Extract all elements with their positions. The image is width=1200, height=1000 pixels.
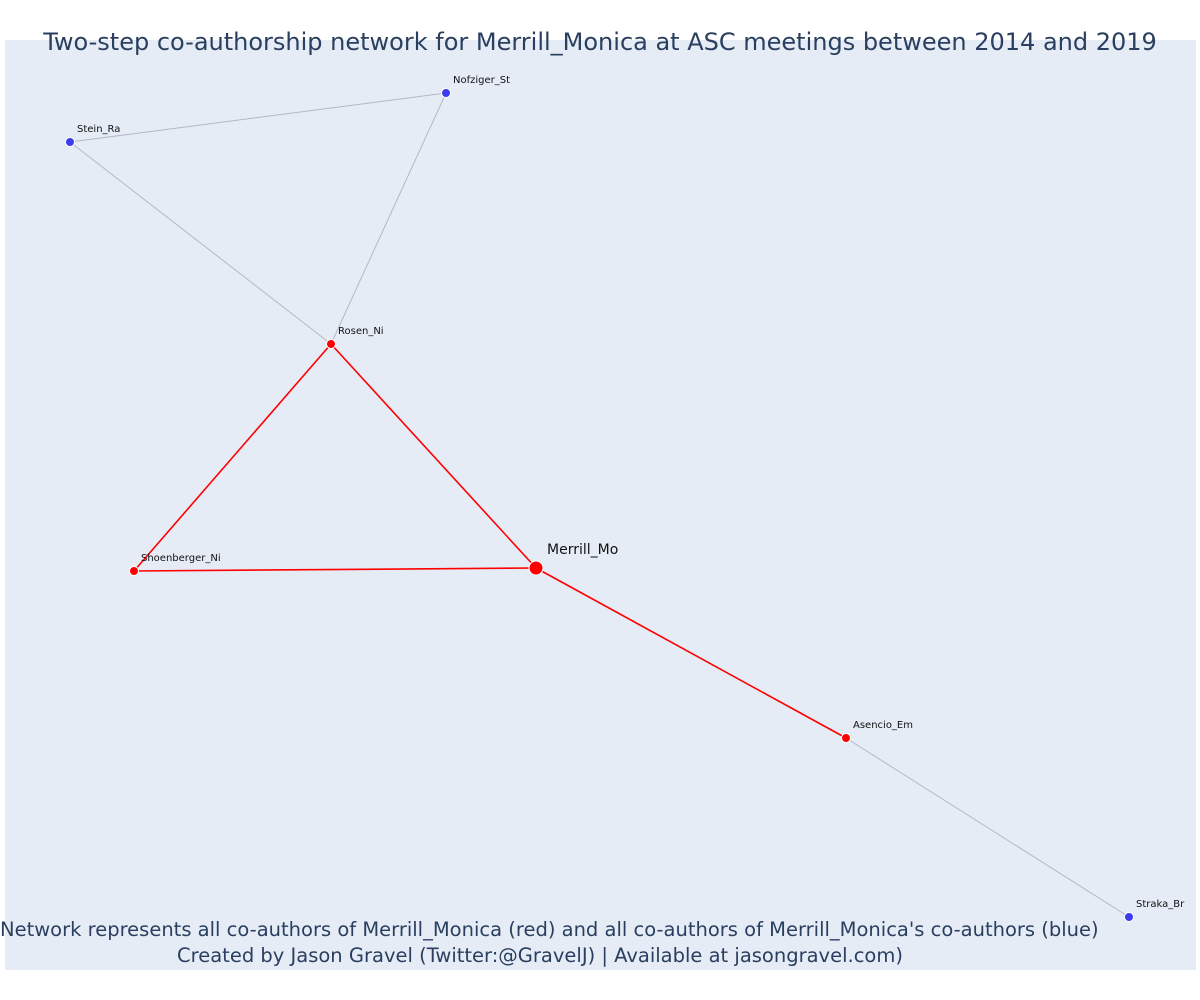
edge-Asencio_Em-Straka_Br [845,737,1130,918]
edge-Rosen_Ni-Nofziger_St [330,92,447,345]
edge-Merrill_Mo-Shoenberger_Ni [133,567,537,572]
chart-title: Two-step co-authorship network for Merri… [43,28,1157,56]
node-label-Merrill_Mo: Merrill_Mo [547,542,618,558]
node-label-Stein_Ra: Stein_Ra [77,124,120,135]
edge-Rosen_Ni-Shoenberger_Ni [133,343,332,572]
edge-Rosen_Ni-Stein_Ra [69,141,332,345]
node-Asencio_Em[interactable] [841,733,851,743]
node-label-Nofziger_St: Nofziger_St [453,75,510,86]
node-Stein_Ra[interactable] [65,137,75,147]
node-label-Shoenberger_Ni: Shoenberger_Ni [141,553,221,564]
node-label-Asencio_Em: Asencio_Em [853,720,913,731]
node-Nofziger_St[interactable] [441,88,451,98]
node-Straka_Br[interactable] [1124,912,1134,922]
node-Rosen_Ni[interactable] [326,339,336,349]
node-Shoenberger_Ni[interactable] [129,566,139,576]
plot-background [5,40,1196,970]
edge-Merrill_Mo-Asencio_Em [535,567,847,739]
node-Merrill_Mo[interactable] [528,560,544,576]
node-label-Rosen_Ni: Rosen_Ni [338,326,384,337]
footer-description: Network represents all co-authors of Mer… [0,918,1099,941]
node-label-Straka_Br: Straka_Br [1136,899,1185,910]
edge-Merrill_Mo-Rosen_Ni [330,343,537,569]
edge-Stein_Ra-Nofziger_St [69,92,447,143]
footer-credit: Created by Jason Gravel (Twitter:@Gravel… [177,944,903,967]
